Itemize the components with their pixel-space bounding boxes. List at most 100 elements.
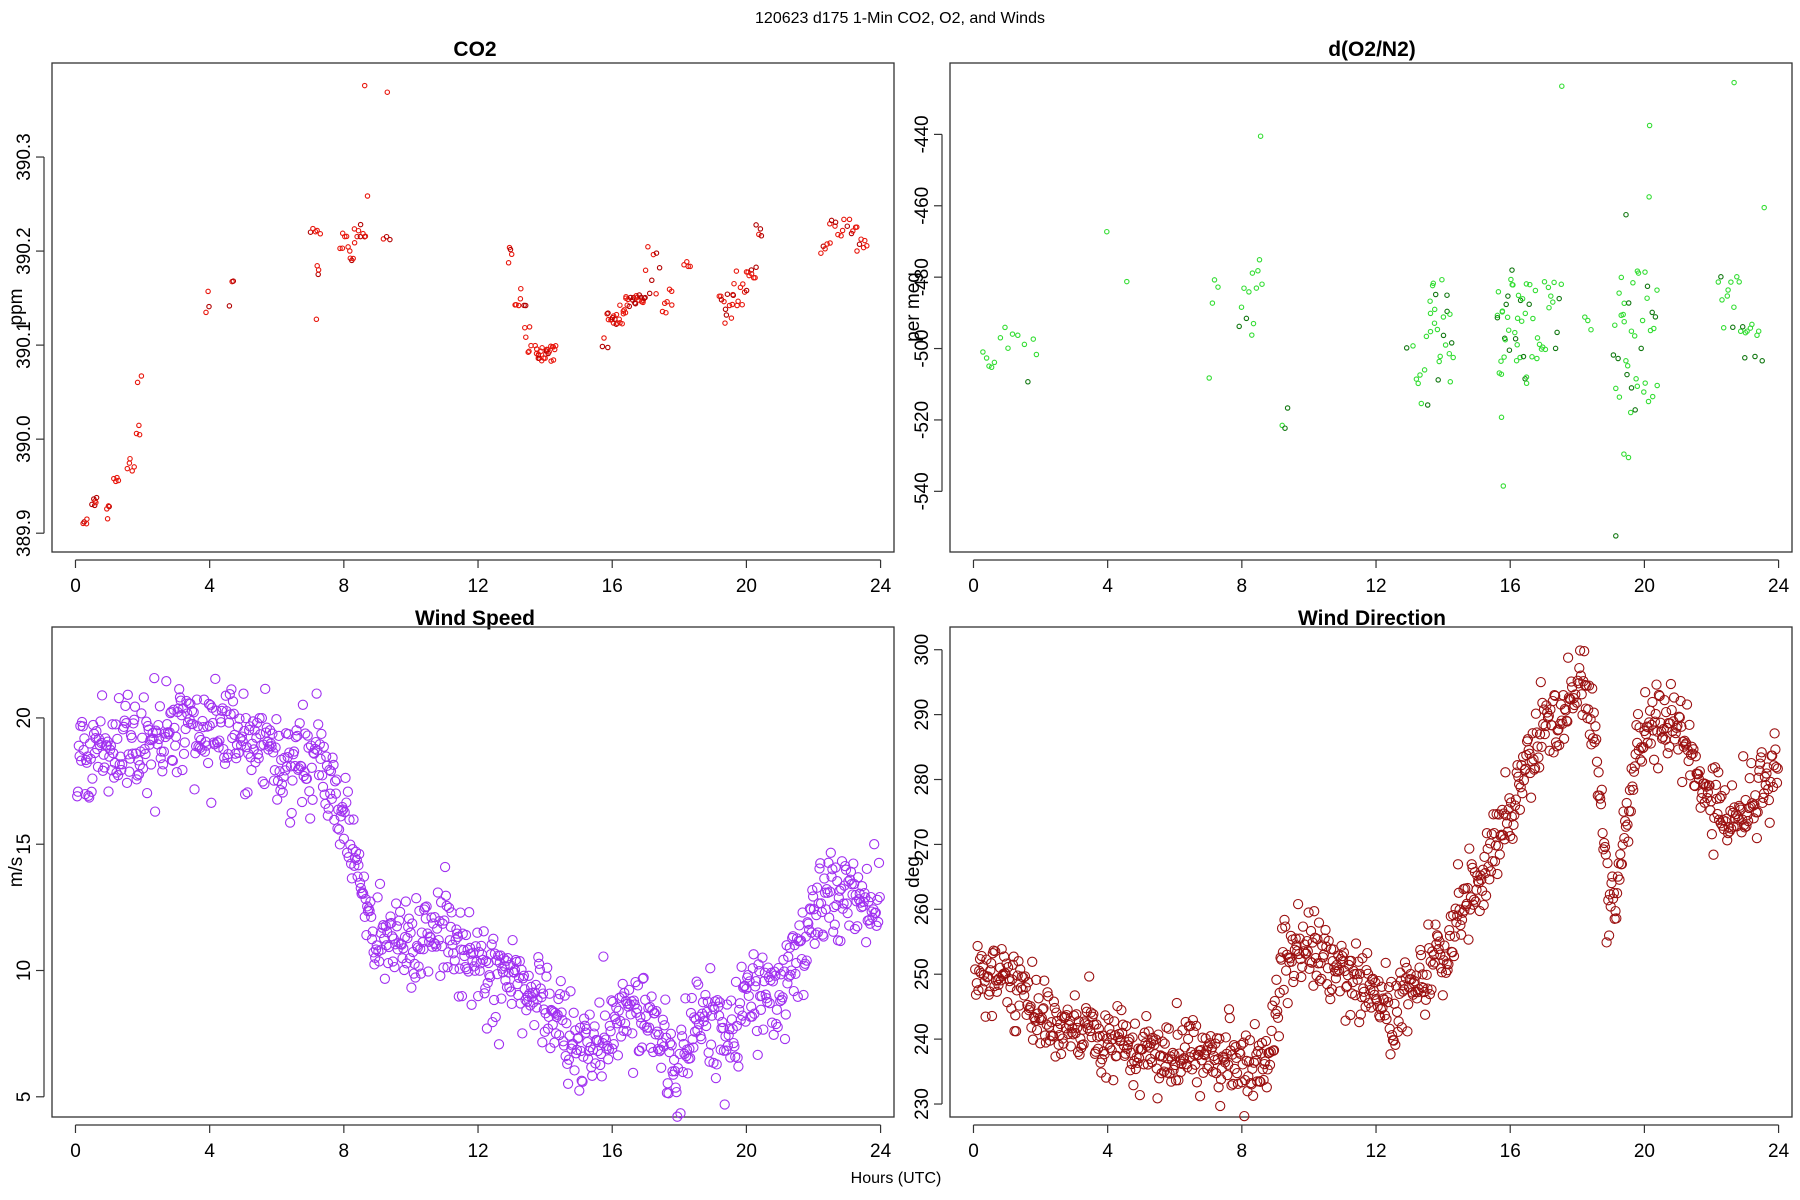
data-point [140,748,151,760]
data-point [657,1014,669,1025]
data-point [1504,314,1511,321]
data-point [316,728,327,740]
data-point [1642,380,1648,386]
data-point [613,1005,624,1016]
data-point [1048,996,1060,1007]
data-point [137,732,148,743]
data-point [1625,300,1632,306]
data-point [1709,762,1721,773]
data-point [435,897,447,908]
data-point [770,1018,782,1030]
data-point [350,255,356,262]
data-point [653,250,660,256]
data-point [1550,299,1556,305]
data-point [1645,398,1652,405]
data-point [1231,1052,1242,1064]
o2-x-axis: 0 4 8 12 16 20 24 [968,559,1790,597]
data-point [669,302,675,308]
data-point [1222,1069,1233,1081]
data-point [1442,342,1449,348]
data-point [1391,1006,1403,1018]
data-point [1673,711,1685,722]
data-point [1157,1036,1168,1047]
data-point [271,714,282,725]
data-point [1731,79,1737,86]
data-point [1031,1024,1043,1036]
data-point [773,962,784,974]
data-point [1616,858,1628,870]
data-point [123,749,134,760]
data-point [604,1020,615,1032]
data-point [472,927,483,938]
data-point [811,882,823,893]
data-point [1642,269,1648,275]
data-point [1190,1020,1202,1032]
data-point [1534,762,1545,773]
data-point [1508,276,1514,283]
data-point [358,888,369,899]
data-point [1520,353,1527,360]
data-point [103,786,114,797]
data-point [1027,956,1038,967]
data-point [1086,1031,1097,1043]
data-point [696,1033,707,1045]
data-point [1593,767,1604,778]
data-point [1025,1001,1036,1012]
x-tick-label: 0 [968,1141,979,1162]
data-point [1505,327,1512,333]
data-point [1757,797,1768,809]
data-point [534,964,546,975]
data-point [1769,728,1780,739]
data-point [268,747,279,758]
data-point [1523,380,1530,387]
data-point [1588,707,1599,718]
data-point [807,891,819,902]
data-point [1498,358,1504,364]
data-point [1570,689,1581,700]
data-point [1424,988,1436,1000]
x-tick-label: 16 [602,1141,623,1162]
data-point [856,902,867,913]
data-point [134,760,145,771]
data-point [1679,735,1690,746]
data-point [1358,986,1370,998]
data-point [1092,1043,1104,1054]
data-point [1512,329,1518,336]
data-point [523,334,529,340]
data-point [466,999,477,1010]
data-point [415,968,427,979]
data-point [1163,1023,1174,1034]
data-point [498,953,509,964]
data-point [1448,950,1460,962]
data-point [854,248,860,254]
data-point [1261,1082,1272,1093]
y-tick-label: 230 [912,1088,933,1120]
data-point [226,303,233,309]
data-point [1427,310,1434,317]
y-tick-label: 280 [912,764,933,796]
wind-speed-points [72,672,885,1122]
data-point [1563,692,1575,703]
data-point [1282,425,1288,431]
data-point [486,939,497,950]
data-point [1424,402,1431,408]
data-point [161,676,172,687]
data-point [1104,228,1110,235]
data-point [223,717,235,728]
y-tick-label: 260 [912,893,933,925]
data-point [1627,409,1634,416]
data-point [400,896,411,907]
data-point [507,934,518,946]
data-point [121,777,133,789]
data-point [1704,780,1715,791]
data-point [157,766,168,777]
data-point [1246,289,1252,295]
data-point [830,862,841,873]
data-point [383,233,390,240]
data-point [801,955,812,966]
x-tick-label: 24 [870,1141,892,1162]
data-point [86,786,97,797]
data-point [307,229,314,235]
data-point [438,962,449,973]
data-point [449,955,460,966]
